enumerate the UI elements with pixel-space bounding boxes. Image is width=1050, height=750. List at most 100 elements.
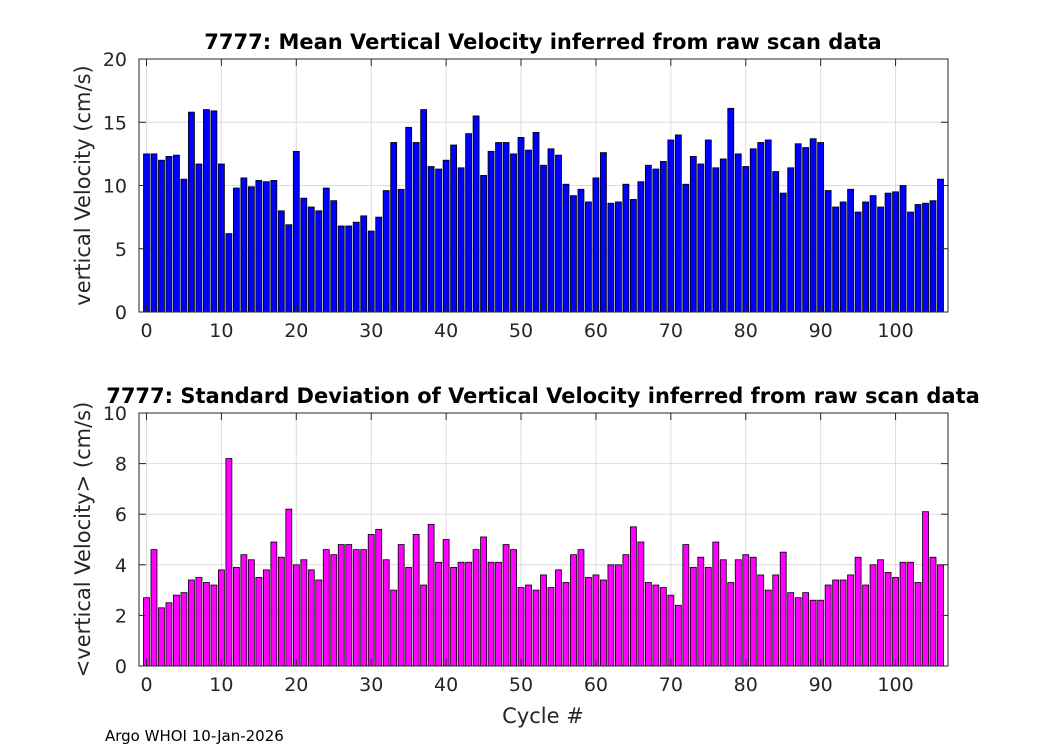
mean-bar-cycle-82: [757, 142, 765, 313]
std-bar-cycle-11: [225, 458, 233, 667]
x-axis-label: Cycle #: [502, 704, 584, 728]
std-y-tick-label: 2: [115, 605, 127, 627]
std-bar-cycle-1: [150, 549, 158, 667]
mean-bar-cycle-84: [772, 171, 780, 313]
std-bar-cycle-0: [143, 597, 150, 667]
std-bar-cycle-20: [292, 564, 300, 667]
mean-bar-cycle-73: [689, 156, 697, 313]
mean-bar-cycle-0: [143, 153, 150, 313]
mean-bar-cycle-19: [285, 224, 293, 313]
mean-bar-cycle-94: [847, 188, 855, 313]
std-bar-cycle-55: [555, 569, 562, 667]
std-bar-cycle-3: [165, 602, 173, 667]
std-velocity-chart: 0 10 20 30 40 50 60 70 80 90 100 0 2 4 6 8 10 7777: Stan…: [71, 384, 980, 728]
std-bar-cycle-48: [502, 544, 510, 667]
std-bar-cycle-28: [352, 549, 360, 667]
std-bar-cycle-84: [772, 574, 780, 667]
std-bar-cycle-86: [787, 592, 795, 667]
mean-bar-cycle-87: [794, 143, 802, 313]
std-bar-cycle-74: [697, 556, 705, 667]
mean-bar-cycle-25: [330, 200, 338, 313]
mean-bar-cycle-12: [232, 187, 240, 313]
std-velocity-ylabel: <vertical Velocity> (cm/s): [71, 402, 95, 678]
mean-bar-cycle-98: [877, 206, 884, 313]
mean-bar-cycle-70: [667, 139, 675, 313]
std-bar-cycle-89: [809, 599, 817, 667]
std-bar-cycle-12: [232, 566, 240, 667]
mean-bar-cycle-103: [914, 204, 922, 313]
std-bar-cycle-6: [188, 579, 195, 667]
mean-bar-cycle-9: [210, 110, 218, 313]
std-bar-cycle-16: [262, 569, 270, 667]
std-bar-cycle-8: [203, 582, 210, 667]
mean-bar-cycle-42: [457, 167, 465, 313]
std-bar-cycle-32: [382, 559, 390, 667]
std-bar-cycle-61: [600, 579, 607, 667]
mean-bar-cycle-5: [180, 178, 188, 313]
std-bar-cycle-23: [315, 579, 323, 667]
mean-bar-cycle-90: [817, 142, 825, 313]
mean-bar-cycle-14: [247, 186, 255, 313]
mean-bar-cycle-16: [262, 181, 270, 313]
mean-bar-cycle-37: [420, 109, 428, 313]
mean-bar-cycle-45: [480, 174, 487, 313]
std-bar-cycle-33: [390, 589, 398, 667]
mean-bar-cycle-10: [218, 163, 225, 313]
std-bar-cycle-69: [659, 587, 667, 667]
mean-bar-cycle-29: [360, 215, 368, 313]
mean-bar-cycle-8: [203, 109, 210, 313]
mean-bar-cycle-21: [300, 197, 308, 313]
mean-bar-cycle-4: [173, 154, 180, 313]
std-bar-cycle-92: [832, 579, 840, 667]
mean-bar-cycle-48: [502, 142, 510, 313]
mean-bar-cycle-55: [555, 154, 562, 313]
std-bar-cycle-35: [405, 566, 413, 667]
mean-bar-cycle-64: [622, 183, 630, 313]
mean-bar-cycle-33: [390, 142, 398, 313]
std-y-tick-label: 10: [103, 403, 127, 425]
std-bar-cycle-50: [517, 587, 525, 667]
std-bar-cycle-18: [277, 556, 285, 667]
mean-bar-cycle-71: [674, 134, 682, 313]
std-bar-cycle-21: [300, 559, 308, 667]
std-bar-cycle-59: [585, 577, 592, 667]
mean-bar-cycle-7: [195, 163, 203, 313]
std-bar-cycle-25: [330, 554, 338, 667]
footer-credit: Argo WHOI 10-Jan-2026: [105, 727, 284, 745]
std-bar-cycle-22: [307, 569, 315, 667]
mean-bar-cycle-62: [607, 202, 615, 313]
mean-bar-cycle-88: [802, 147, 810, 313]
std-x-tick-label: 50: [509, 674, 533, 696]
std-bar-cycle-14: [247, 559, 255, 667]
std-bar-cycle-27: [345, 544, 353, 667]
std-bar-cycle-40: [442, 539, 450, 667]
std-bar-cycle-43: [465, 561, 472, 667]
mean-bar-cycle-49: [510, 153, 517, 313]
std-bar-cycle-72: [682, 544, 690, 667]
std-bar-cycle-9: [210, 584, 218, 667]
mean-bar-cycle-86: [787, 167, 795, 313]
std-bar-cycle-19: [285, 508, 293, 667]
std-bar-cycle-34: [397, 544, 405, 667]
mean-bar-cycle-23: [315, 210, 323, 313]
mean-bar-cycle-36: [412, 142, 420, 313]
mean-bar-cycle-56: [562, 183, 570, 313]
std-x-tick-label: 20: [284, 674, 308, 696]
mean-bar-cycle-99: [884, 192, 892, 313]
std-bar-cycle-101: [899, 561, 907, 667]
mean-x-tick-label: 60: [584, 320, 608, 342]
mean-bar-cycle-52: [532, 131, 540, 313]
mean-bar-cycle-53: [540, 164, 547, 313]
std-bar-cycle-37: [420, 584, 428, 667]
mean-bar-cycle-40: [442, 159, 450, 313]
std-x-tick-label: 60: [584, 674, 608, 696]
std-bar-cycle-62: [607, 564, 615, 667]
mean-bar-cycle-89: [809, 138, 817, 313]
mean-x-tick-label: 50: [509, 320, 533, 342]
std-bar-cycle-49: [510, 549, 517, 667]
std-bar-cycle-79: [734, 559, 742, 667]
std-bar-cycle-94: [847, 574, 855, 667]
std-bar-cycle-60: [592, 574, 600, 667]
mean-bar-cycle-32: [382, 190, 390, 313]
